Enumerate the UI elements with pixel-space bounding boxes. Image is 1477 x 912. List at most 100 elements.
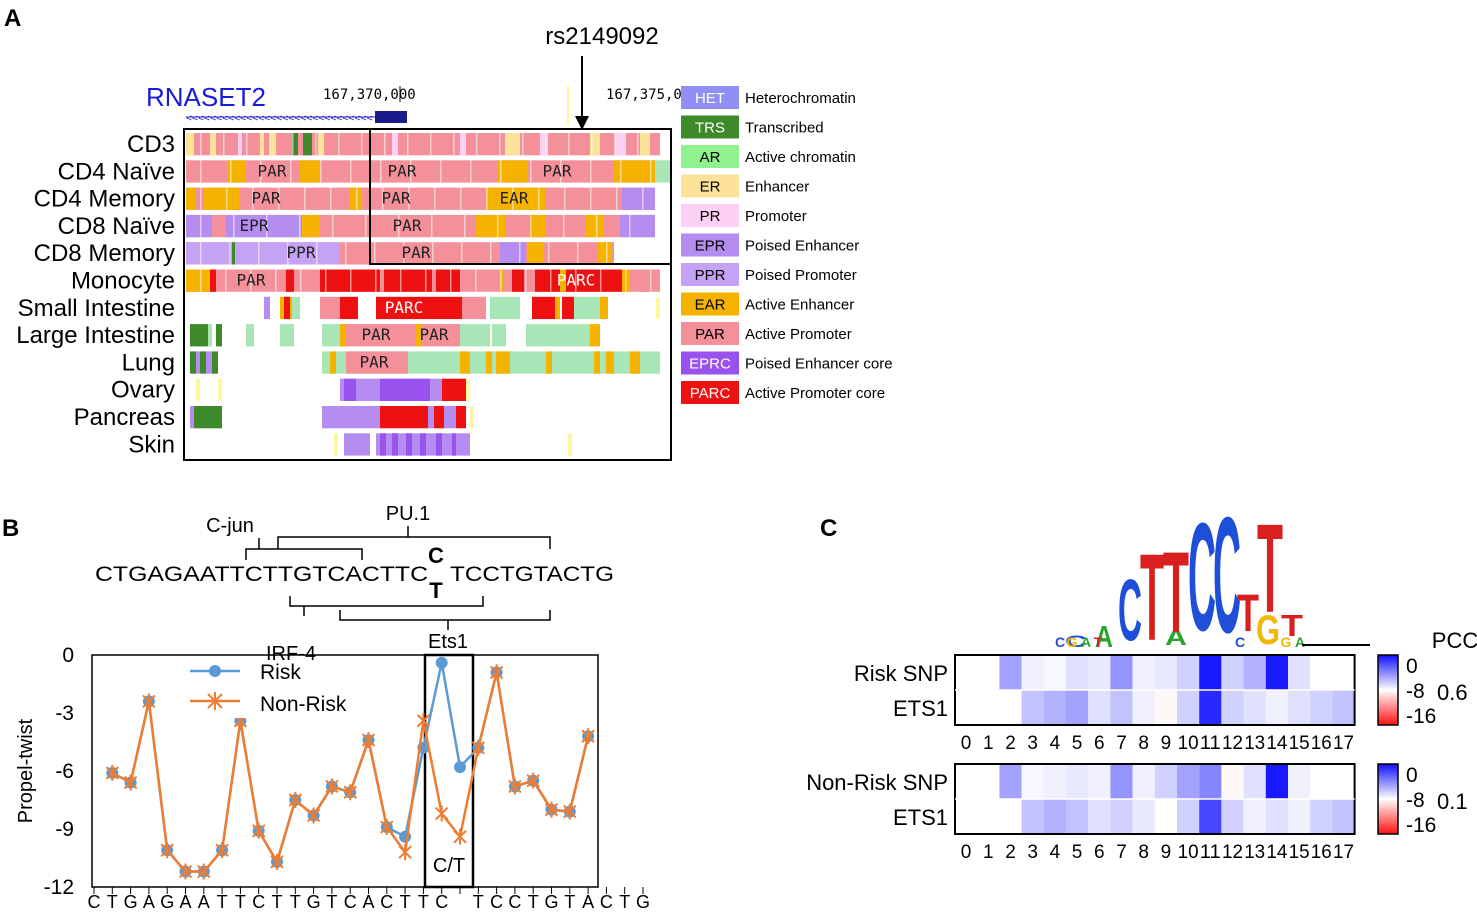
chromatin-segment <box>500 269 504 292</box>
chromatin-segment <box>476 214 505 238</box>
segment-divider <box>408 187 410 210</box>
segment-divider <box>500 269 502 292</box>
y-tick-label: -9 <box>55 818 74 841</box>
allele-nonrisk: T <box>429 578 443 603</box>
legend-swatch <box>681 351 739 375</box>
segment-divider <box>269 133 271 156</box>
segment-divider <box>625 269 627 292</box>
color-scale-tick: -8 <box>1406 789 1425 812</box>
track-state-label: EPR <box>240 216 269 235</box>
chromatin-segment <box>434 406 444 429</box>
segment-divider <box>637 133 639 156</box>
segment-divider <box>464 214 466 238</box>
heatmap-cell <box>1043 799 1066 834</box>
chromatin-segment <box>302 214 320 238</box>
logo-letter: G <box>1256 607 1280 654</box>
line-series <box>105 656 595 880</box>
track-state-label: EAR <box>500 189 529 208</box>
x-tick-label: C <box>380 892 393 912</box>
segment-divider <box>320 160 322 183</box>
chromatin-segment <box>594 351 600 374</box>
segment-divider <box>476 133 478 156</box>
heatmap-x-tick: 2 <box>1005 733 1016 754</box>
logo-letter-small: C <box>1055 634 1065 650</box>
chromatin-segment <box>322 406 380 429</box>
track-label: Skin <box>128 431 175 458</box>
nonrisk-data-point <box>306 807 321 824</box>
heatmap-x-tick: 12 <box>1222 733 1243 754</box>
heatmap-cell <box>1332 690 1355 725</box>
track-label: CD4 Memory <box>34 186 175 213</box>
segment-divider <box>432 242 434 265</box>
chromatin-segment <box>286 269 294 292</box>
panel-b: B C-jun PU.1 IRF-4 Ets1 CTGAGAATTCTTGTCA… <box>2 503 650 912</box>
chromatin-segment <box>228 160 246 183</box>
chromatin-segment <box>292 133 298 156</box>
nonrisk-data-point <box>453 828 467 845</box>
chromatin-segment <box>428 406 434 429</box>
segment-divider <box>519 242 521 265</box>
legend-code: PARC <box>690 385 731 402</box>
chromatin-segment <box>186 133 660 156</box>
heatmap-x-tick: 8 <box>1138 842 1149 863</box>
x-tick-label: A <box>582 892 594 912</box>
logo-letter: C <box>1213 482 1241 667</box>
segment-divider <box>500 160 502 183</box>
segment-divider <box>486 187 488 210</box>
chromatin-segment <box>512 269 524 292</box>
x-tick-label: T <box>217 892 228 912</box>
pcc-value: 0.1 <box>1437 789 1468 814</box>
chromatin-segment <box>196 351 200 374</box>
heatmap-row-label: ETS1 <box>893 696 948 721</box>
segment-divider <box>200 187 202 210</box>
chromatin-segment <box>614 160 655 183</box>
legend-name: Promoter <box>745 208 807 225</box>
nonrisk-data-point <box>416 712 431 729</box>
heatmap-cell <box>1177 799 1200 834</box>
chromatin-segment <box>210 269 216 292</box>
nonrisk-data-point <box>160 842 174 859</box>
chromatin-segment <box>574 296 600 320</box>
segment-divider <box>275 269 277 292</box>
segment-divider <box>461 242 463 265</box>
segment-divider <box>525 269 527 292</box>
legend-name: Active chromatin <box>745 149 856 166</box>
chromatin-segment <box>186 187 196 210</box>
heatmap-x-tick: 14 <box>1266 733 1287 754</box>
segment-divider <box>635 242 637 265</box>
heatmap-x-tick: 8 <box>1138 733 1149 754</box>
heatmap-cell <box>1288 764 1311 799</box>
chromatin-segment <box>190 324 208 347</box>
chromatin-segment <box>320 296 340 320</box>
heatmap-cell <box>1110 690 1133 725</box>
chromatin-segment <box>656 296 660 320</box>
chromatin-segment <box>204 187 240 210</box>
segment-divider <box>563 214 565 238</box>
chromatin-segment <box>496 351 510 374</box>
chromatin-segment <box>460 324 490 347</box>
chromatin-segment <box>196 378 200 401</box>
track-state-label: PARC <box>557 271 596 290</box>
color-scale-bar <box>1377 654 1399 726</box>
chromatin-segment <box>376 296 462 320</box>
chromatin-segment <box>532 296 555 320</box>
x-tick-label: A <box>143 892 155 912</box>
segment-divider <box>300 269 302 292</box>
legend-swatch <box>681 263 739 286</box>
legend-name: Poised Enhancer core <box>745 356 893 373</box>
heatmap-cell <box>1332 655 1355 690</box>
chromatin-segment <box>190 351 196 374</box>
logo-letter: T <box>1237 584 1259 643</box>
segment-divider <box>550 269 552 292</box>
chromatin-segment <box>186 133 194 156</box>
track-label: CD8 Memory <box>34 240 175 267</box>
segment-divider <box>545 133 547 156</box>
legend-name: Active Promoter core <box>745 385 885 402</box>
nonrisk-data-point <box>471 739 486 756</box>
heatmap-x-tick: 16 <box>1311 842 1332 863</box>
segment-divider <box>434 187 436 210</box>
heatmap-x-tick: 5 <box>1072 842 1083 863</box>
nonrisk-data-point <box>142 693 156 710</box>
heatmap-x-tick: 13 <box>1244 733 1265 754</box>
